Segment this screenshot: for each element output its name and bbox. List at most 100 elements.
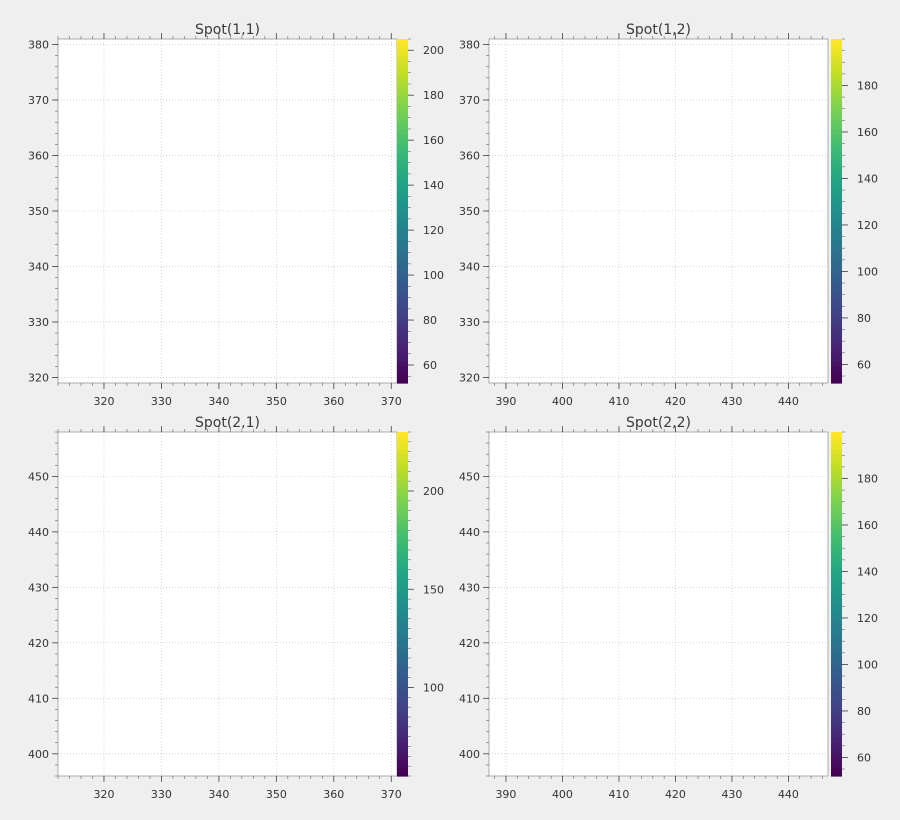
colorbar-band bbox=[397, 314, 408, 320]
colorbar-band bbox=[397, 241, 408, 246]
colorbar-tick-label: 100 bbox=[423, 269, 444, 282]
colorbar-band bbox=[397, 215, 408, 221]
colorbar-band bbox=[397, 155, 408, 160]
colorbar-band bbox=[397, 352, 408, 358]
x-tick-label: 330 bbox=[151, 395, 172, 408]
colorbar-band bbox=[397, 86, 408, 92]
y-tick-label: 320 bbox=[28, 371, 49, 384]
colorbar-band bbox=[397, 284, 408, 289]
colorbar-band bbox=[397, 370, 408, 375]
y-tick-label: 370 bbox=[28, 94, 49, 107]
x-tick-label: 340 bbox=[208, 395, 229, 408]
colorbar-band bbox=[397, 297, 408, 302]
colorbar-band bbox=[397, 168, 408, 173]
colorbar-band bbox=[397, 116, 408, 122]
colorbar-tick-label: 120 bbox=[423, 224, 444, 237]
colorbar-band bbox=[397, 344, 408, 350]
colorbar-band bbox=[397, 228, 408, 234]
colorbar-band bbox=[397, 39, 408, 44]
x-tick-label: 370 bbox=[381, 395, 402, 408]
colorbar-band bbox=[397, 107, 408, 113]
colorbar-band bbox=[397, 266, 408, 272]
colorbar-band bbox=[397, 99, 408, 105]
colorbar-band bbox=[397, 90, 408, 96]
colorbar-band bbox=[397, 82, 408, 87]
colorbar-band bbox=[397, 180, 408, 186]
colorbar-band bbox=[397, 142, 408, 148]
colorbar-band bbox=[397, 56, 408, 62]
colorbar-band bbox=[397, 198, 408, 203]
colorbar-band bbox=[397, 73, 408, 79]
colorbar-band bbox=[397, 120, 408, 126]
panel-spot-2: 390 400 410 420 430 440320330340350360370380S… bbox=[459, 22, 878, 408]
colorbar-band bbox=[397, 331, 408, 337]
colorbar-band bbox=[397, 51, 408, 57]
colorbar-band bbox=[397, 357, 408, 363]
colorbar-band bbox=[397, 125, 408, 130]
y-tick-label: 330 bbox=[28, 316, 49, 329]
colorbar-band bbox=[397, 69, 408, 74]
colorbar-band bbox=[397, 361, 408, 367]
colorbar-band bbox=[397, 301, 408, 307]
colorbar-band bbox=[397, 309, 408, 315]
colorbar-band bbox=[397, 292, 408, 298]
panel-title: Spot(1,1) bbox=[195, 22, 260, 38]
colorbar-tick-label: 140 bbox=[423, 179, 444, 192]
colorbar-tick-label: 80 bbox=[423, 314, 437, 327]
colorbar-band bbox=[397, 254, 408, 259]
colorbar-band bbox=[397, 189, 408, 195]
colorbar-band bbox=[397, 232, 408, 238]
colorbar-band bbox=[397, 112, 408, 117]
colorbar-band bbox=[397, 271, 408, 277]
colorbar-band bbox=[397, 64, 408, 70]
colorbar-band bbox=[397, 60, 408, 66]
colorbar-band bbox=[397, 185, 408, 191]
x-tick-label: 320 bbox=[93, 395, 114, 408]
colorbar-band bbox=[397, 327, 408, 332]
colorbar: 60 80 100 120 140 160 180 200 bbox=[397, 38, 444, 384]
y-tick-label: 360 bbox=[28, 150, 49, 163]
colorbar-band bbox=[397, 172, 408, 178]
y-tick-label: 350 bbox=[28, 205, 49, 218]
colorbar-band bbox=[397, 47, 408, 53]
colorbar-band bbox=[397, 219, 408, 225]
colorbar-band bbox=[397, 94, 408, 100]
colorbar-band bbox=[397, 340, 408, 345]
y-tick-label: 380 bbox=[28, 39, 49, 52]
colorbar-band bbox=[397, 150, 408, 156]
colorbar-band bbox=[397, 258, 408, 264]
colorbar-band bbox=[397, 202, 408, 208]
colorbar-band bbox=[397, 146, 408, 152]
colorbar-band bbox=[397, 322, 408, 328]
colorbar-band bbox=[397, 305, 408, 311]
colorbar-band bbox=[397, 223, 408, 229]
colorbar-band bbox=[397, 374, 408, 380]
colorbar-band bbox=[397, 236, 408, 242]
colorbar-tick-label: 200 bbox=[423, 44, 444, 57]
colorbar-tick-label: 60 bbox=[423, 359, 437, 372]
y-tick-label: 340 bbox=[28, 260, 49, 273]
colorbar-band bbox=[397, 176, 408, 182]
colorbar-band bbox=[397, 348, 408, 354]
colorbar-band bbox=[397, 335, 408, 341]
colorbar-band bbox=[397, 133, 408, 139]
x-tick-label: 360 bbox=[323, 395, 344, 408]
colorbar-band bbox=[397, 159, 408, 165]
colorbar-band bbox=[397, 129, 408, 135]
colorbar-band bbox=[397, 77, 408, 83]
colorbar-band bbox=[397, 163, 408, 169]
colorbar-tick-label: 180 bbox=[423, 89, 444, 102]
colorbar-band bbox=[397, 193, 408, 199]
colorbar-tick-label: 160 bbox=[423, 134, 444, 147]
colorbar-band bbox=[397, 275, 408, 281]
colorbar-band bbox=[397, 211, 408, 216]
colorbar-band bbox=[397, 318, 408, 324]
colorbar-band bbox=[397, 249, 408, 255]
colorbar-band bbox=[397, 103, 408, 109]
colorbar-band bbox=[397, 365, 408, 371]
colorbar-band bbox=[397, 206, 408, 212]
x-tick-label: 350 bbox=[266, 395, 287, 408]
panel-spot-1: 320 330 340 350 360 370 320 330 340 350 360 370 380 S… bbox=[28, 22, 444, 408]
colorbar-band bbox=[397, 43, 408, 49]
